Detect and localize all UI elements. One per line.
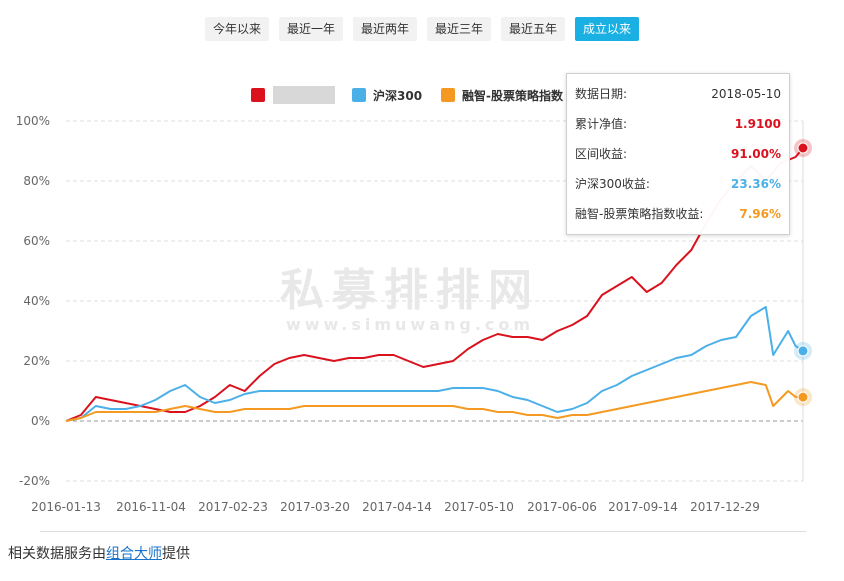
end-marker-0 [797,142,809,154]
series-line-0 [65,147,804,422]
period-tabs: 今年以来 最近一年 最近两年 最近三年 最近五年 成立以来 [0,17,844,41]
chart-series [65,139,812,422]
end-marker-1 [797,345,809,357]
series-line-2 [65,381,804,422]
y-axis-ticks: 100% 80% 60% 40% 20% 0% -20% [16,114,50,488]
footer-link-portfolio-master[interactable]: 组合大师 [106,546,162,562]
performance-chart: 100% 80% 60% 40% 20% 0% -20% 2016-01-13 2016-11… [16,86,812,514]
end-marker-2 [797,391,809,403]
watermark-main: 私募排排网 [280,265,540,316]
tooltip-date-value: 2018-05-10 [711,87,781,101]
tooltip-row-hs300: 沪深300收益: 23.36% [575,174,781,194]
tooltip-nav-label: 累计净值: [575,117,628,131]
chart-grid [66,120,804,482]
x-tick-label: 2017-03-20 [280,500,350,514]
tooltip-row-return: 区间收益: 91.00% [575,144,781,164]
chart-legend: 沪深300 融智-股票策略指数 [251,86,564,104]
y-tick-label: 0% [31,414,50,428]
x-tick-label: 2016-11-04 [116,500,186,514]
legend-swatch-1[interactable] [352,88,366,102]
tooltip-date-label: 数据日期: [575,87,628,101]
watermark-sub: www.simuwang.com [286,315,534,334]
x-tick-label: 2017-05-10 [444,500,514,514]
legend-label-2[interactable]: 融智-股票策略指数 [462,88,564,103]
x-tick-label: 2016-01-13 [31,500,101,514]
series-line-1 [65,306,804,422]
tab-since-inception[interactable]: 成立以来 [575,17,640,41]
footer-credit: 相关数据服务由组合大师提供 [8,543,190,563]
y-tick-label: 100% [16,114,50,128]
y-tick-label: 20% [23,354,50,368]
tooltip-row-nav: 累计净值: 1.9100 [575,114,781,134]
legend-label-1[interactable]: 沪深300 [373,88,422,103]
tooltip-return-value: 91.00% [731,147,781,161]
legend-swatch-0[interactable] [251,88,265,102]
x-tick-label: 2017-06-06 [527,500,597,514]
tab-1y[interactable]: 最近一年 [278,17,343,41]
tooltip-nav-value: 1.9100 [734,117,781,131]
tooltip-rz-value: 7.96% [739,207,781,221]
y-tick-label: 80% [23,174,50,188]
x-tick-label: 2017-02-23 [198,500,268,514]
data-tooltip: 数据日期: 2018-05-10 累计净值: 1.9100 区间收益: 91.0… [566,73,790,235]
tooltip-row-rz: 融智-股票策略指数收益: 7.96% [575,204,781,224]
tooltip-return-label: 区间收益: [575,147,628,161]
y-tick-label: 60% [23,234,50,248]
tab-3y[interactable]: 最近三年 [427,17,492,41]
tooltip-rz-label: 融智-股票策略指数收益: [575,207,704,221]
x-axis-ticks: 2016-01-13 2016-11-04 2017-02-23 2017-03-20… [31,500,760,514]
y-tick-label: 40% [23,294,50,308]
tab-2y[interactable]: 最近两年 [352,17,417,41]
tooltip-row-date: 数据日期: 2018-05-10 [575,84,781,104]
footer-suffix: 提供 [162,546,190,562]
x-tick-label: 2017-09-14 [608,500,678,514]
tab-ytd[interactable]: 今年以来 [204,17,269,41]
y-tick-label: -20% [19,474,50,488]
tooltip-hs300-label: 沪深300收益: [575,177,650,191]
footer-prefix: 相关数据服务由 [8,546,106,562]
tooltip-hs300-value: 23.36% [731,177,781,191]
legend-name-redacted [273,86,335,104]
tab-5y[interactable]: 最近五年 [501,17,566,41]
x-tick-label: 2017-04-14 [362,500,432,514]
legend-swatch-2[interactable] [441,88,455,102]
x-tick-label: 2017-12-29 [690,500,760,514]
footer-divider [40,531,806,532]
